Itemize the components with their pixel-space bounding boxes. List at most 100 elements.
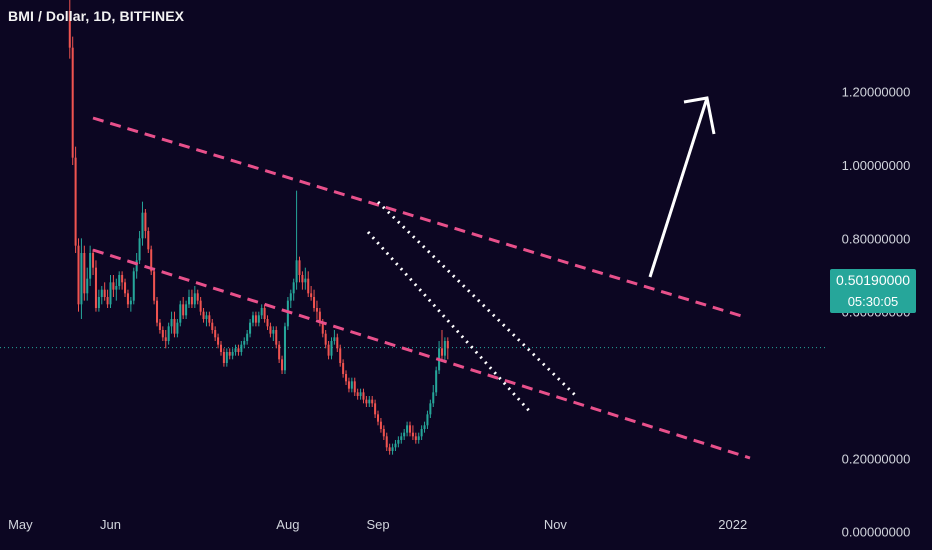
candle-body [345,374,348,382]
candle [97,289,100,312]
candle-body [281,359,284,371]
candle-body [257,315,260,323]
candle-body [414,436,417,440]
candle [432,385,435,407]
candle-body [266,319,269,327]
candle [240,341,243,356]
candle-body [321,322,324,334]
candle-body [278,344,281,360]
candle [400,432,403,444]
target-arrow-shaft[interactable] [648,97,709,278]
candle [342,359,345,378]
candle [324,330,327,349]
candle-body [324,333,327,345]
candle-body [97,297,100,308]
candle-body [310,293,313,297]
candle [417,432,420,444]
chart-title: BMI / Dollar, 1D, BITFINEX [8,8,185,24]
candle [376,410,380,426]
y-tick-label: 1.20000000 [842,85,911,100]
candle-body [362,392,365,400]
candle [246,330,249,345]
candle-body [103,289,106,297]
candle [80,238,83,319]
candle-body [295,260,298,283]
candle-body [112,282,115,290]
candle-body [330,341,333,356]
candle [208,311,211,327]
candle [443,337,446,363]
candle [307,271,310,297]
candle [263,304,266,323]
candle [330,337,333,360]
candle-body [167,326,170,341]
candle-body [443,341,446,356]
candle [403,429,406,440]
candle [103,282,106,301]
candle [388,443,391,455]
candle [193,286,196,308]
candle [141,201,144,246]
candle-body [272,330,275,334]
candle [86,267,89,301]
upper-channel-line[interactable] [92,116,746,319]
candle [371,396,374,407]
candle-body [400,436,403,440]
candle-body [68,11,71,48]
candle-body [144,212,147,231]
candle [199,297,202,316]
candle [394,440,397,451]
candle [214,326,217,341]
candle-body [228,352,231,356]
candle-body [185,304,188,316]
candle-body [170,319,173,327]
candle [426,410,429,429]
candle [187,289,191,308]
candle [295,190,298,290]
candle [182,297,185,319]
inner-channel-lower-line[interactable] [366,230,534,416]
candle [68,0,71,59]
candle [278,341,281,363]
candle-body [385,436,388,448]
candle-body [214,330,217,338]
candle-body [124,282,127,294]
candle [185,300,188,319]
candle-body [138,238,141,261]
candle [158,319,161,334]
candle [126,289,129,308]
candle-body [132,271,135,301]
candle-body [89,253,92,279]
candle [222,348,225,367]
candle [356,388,359,400]
candle-body [109,282,112,305]
candle-body [129,300,132,305]
candle-body [333,337,336,341]
candle [359,388,362,400]
candle-body [173,319,176,334]
candle-body [301,275,304,283]
target-arrow-head[interactable] [683,96,716,135]
candle-body [339,348,342,363]
candle [353,377,356,396]
candle [313,289,316,312]
candle-body [260,308,263,316]
candle-body [263,308,266,319]
candle-body [86,278,89,294]
lower-channel-line[interactable] [92,248,751,460]
candle [202,308,205,323]
inner-channel-upper-line[interactable] [376,200,577,397]
y-tick-label: 0.00000000 [842,525,911,540]
candle-body [231,352,234,356]
candle-body [315,308,318,312]
candle [304,267,307,290]
candle-body [446,341,449,349]
candle-body [356,392,359,396]
candle-body [71,47,74,158]
candle [190,289,193,308]
candle [446,337,449,360]
candle [109,275,112,308]
candle-body [368,399,371,404]
candle-body [286,300,289,327]
candle [362,388,365,404]
